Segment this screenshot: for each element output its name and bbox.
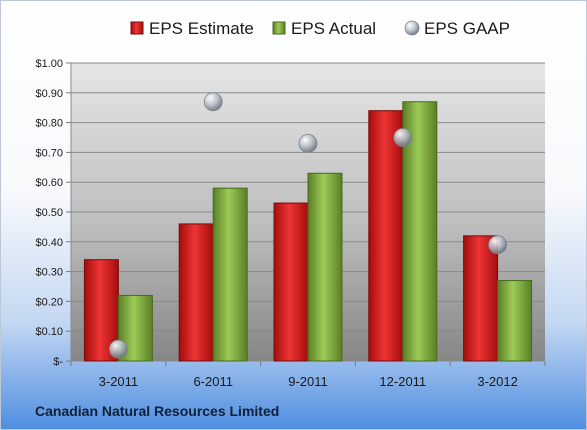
y-tick-label: $0.10 [35,326,63,338]
legend-label: EPS Actual [291,19,376,38]
y-tick-label: $0.50 [35,207,63,219]
point-eps-gaap [109,339,128,359]
chart-legend: EPS Estimate EPS Actual EPS GAAP [130,19,510,38]
legend-label: EPS Estimate [149,19,254,38]
eps-chart: EPS Estimate EPS Actual EPS GAAP $- $0.10 $0… [35,19,546,389]
legend-swatch [272,21,286,35]
bar-eps-estimate [273,202,309,362]
bar-eps-actual [307,172,343,362]
point-eps-gaap [393,128,413,147]
y-tick-label: $0.90 [35,88,63,100]
y-tick-label: $- [53,356,63,368]
plot-area: $- $0.10 $0.20 $0.30 $0.40 $0.50 $0.60 $0.70 $0.… [35,58,546,389]
bar-eps-estimate [178,223,214,362]
y-tick-label: $1.00 [35,58,63,70]
y-tick-label: $0.60 [35,177,63,189]
x-tick-label: 12-2011 [379,374,426,389]
y-tick-label: $0.80 [35,118,63,130]
x-tick-label: 6-2011 [193,374,233,389]
y-tick-label: $0.40 [35,237,63,249]
legend-label: EPS GAAP [424,19,510,38]
y-tick-label: $0.30 [35,267,63,279]
x-tick-label: 3-2011 [99,374,139,389]
point-eps-gaap [488,235,508,255]
point-eps-gaap [203,92,223,112]
legend-swatch [130,21,144,35]
company-name: Canadian Natural Resources Limited [35,403,280,419]
bar-eps-actual [212,187,248,362]
x-tick-label: 9-2011 [288,374,328,389]
y-tick-label: $0.70 [35,147,63,159]
x-tick-label: 3-2012 [477,374,517,389]
bar-eps-estimate [368,110,404,362]
bar-eps-estimate [463,235,499,362]
bar-eps-actual [497,280,533,362]
point-eps-gaap [298,134,318,153]
legend-swatch [404,20,420,36]
y-tick-label: $0.20 [35,296,63,308]
